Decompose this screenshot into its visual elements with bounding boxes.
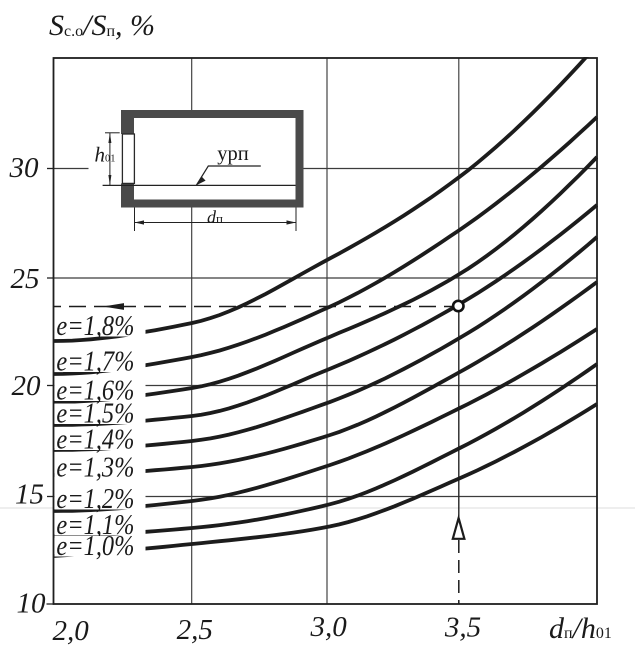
svg-text:2,0: 2,0 bbox=[52, 615, 89, 647]
svg-text:e=1,5%: e=1,5% bbox=[56, 399, 134, 430]
svg-text:20: 20 bbox=[12, 370, 42, 402]
svg-text:e=1,8%: e=1,8% bbox=[56, 311, 134, 342]
svg-text:e=1,7%: e=1,7% bbox=[56, 347, 134, 378]
svg-text:Sс.о/Sп, %: Sс.о/Sп, % bbox=[49, 9, 155, 42]
svg-text:урп: урп bbox=[217, 143, 249, 165]
svg-text:2,5: 2,5 bbox=[177, 614, 213, 646]
svg-text:e=1,6%: e=1,6% bbox=[56, 376, 134, 407]
svg-text:15: 15 bbox=[15, 479, 44, 511]
svg-text:25: 25 bbox=[11, 263, 40, 295]
svg-text:e=1,0%: e=1,0% bbox=[56, 531, 134, 562]
svg-text:3,0: 3,0 bbox=[309, 611, 347, 643]
svg-text:30: 30 bbox=[9, 152, 40, 184]
svg-text:e=1,2%: e=1,2% bbox=[56, 484, 134, 515]
svg-text:dп: dп bbox=[207, 207, 223, 227]
svg-text:e=1,3%: e=1,3% bbox=[56, 453, 134, 484]
svg-text:dп/h01: dп/h01 bbox=[549, 612, 612, 645]
svg-text:e=1,1%: e=1,1% bbox=[56, 510, 134, 541]
svg-text:3,5: 3,5 bbox=[444, 612, 481, 644]
svg-text:10: 10 bbox=[17, 588, 47, 620]
svg-text:e=1,4%: e=1,4% bbox=[56, 425, 134, 456]
